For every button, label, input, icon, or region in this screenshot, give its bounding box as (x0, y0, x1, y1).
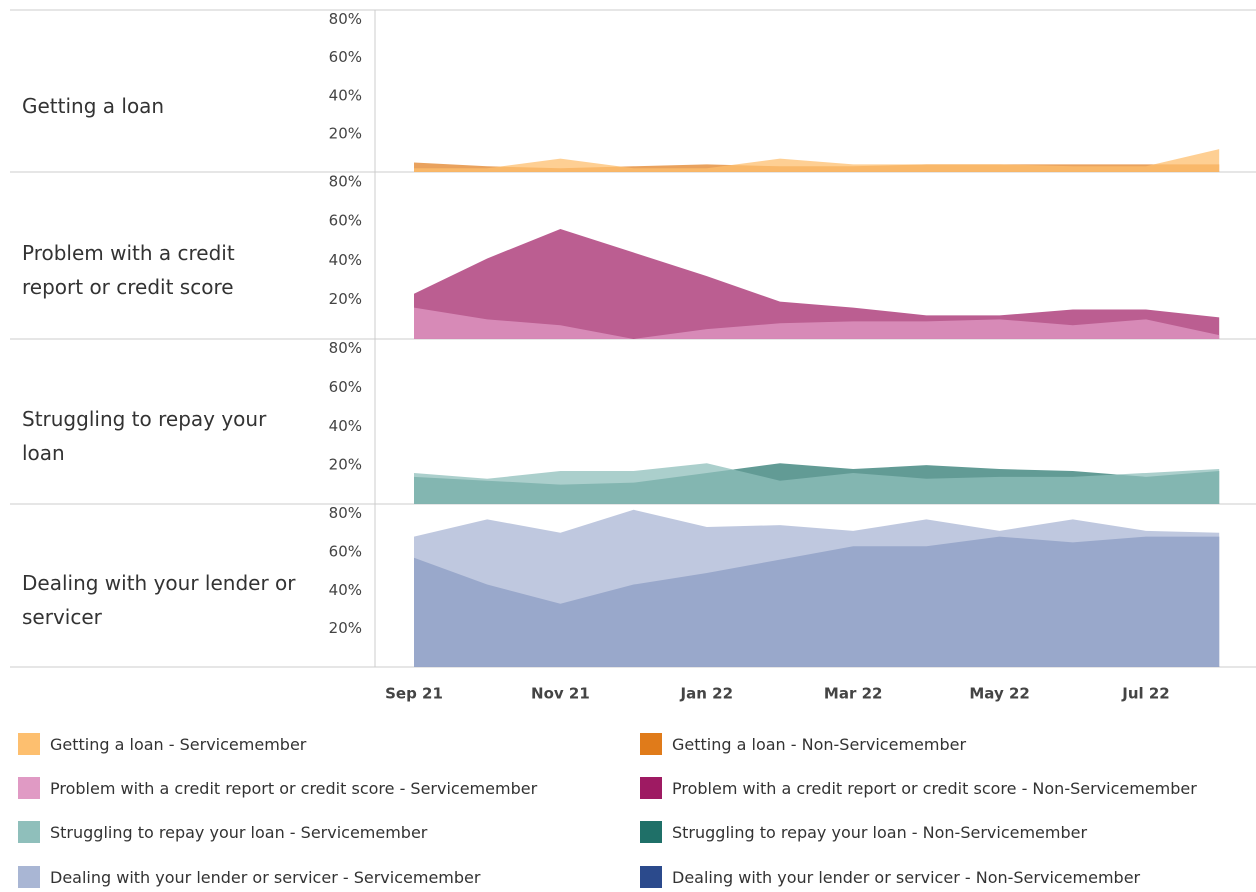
legend-swatch (640, 866, 662, 888)
legend-label: Getting a loan - Non-Servicemember (672, 734, 967, 754)
y-tick-label: 40% (329, 417, 362, 435)
y-tick-label: 60% (329, 378, 362, 396)
x-tick-label: Nov 21 (531, 685, 590, 703)
panel-title: Struggling to repay your loan (22, 407, 267, 465)
y-tick-label: 20% (329, 290, 362, 308)
legend-label: Dealing with your lender or servicer - S… (50, 867, 481, 887)
legend-item: Problem with a credit report or credit s… (18, 777, 537, 799)
legend-swatch (18, 866, 40, 888)
y-tick-label: 60% (329, 542, 362, 560)
y-tick-label: 80% (329, 10, 362, 28)
x-tick-label: Sep 21 (385, 685, 443, 703)
legend-swatch (640, 777, 662, 799)
y-tick-label: 80% (329, 504, 362, 522)
area (414, 149, 1220, 172)
legend-label: Struggling to repay your loan - Servicem… (50, 822, 428, 842)
area (414, 509, 1220, 667)
panel-title: Problem with a credit report or credit s… (22, 241, 235, 299)
y-tick-label: 20% (329, 456, 362, 474)
legend-label: Problem with a credit report or credit s… (672, 778, 1197, 798)
legend-label: Problem with a credit report or credit s… (50, 778, 538, 798)
y-tick-label: 20% (329, 124, 362, 142)
legend-swatch (640, 821, 662, 843)
y-tick-label: 40% (329, 251, 362, 269)
panel-title: Getting a loan (22, 94, 165, 118)
x-tick-label: Jul 22 (1121, 685, 1170, 703)
legend-label: Getting a loan - Servicemember (50, 734, 307, 754)
legend-item: Getting a loan - Servicemember (18, 733, 306, 755)
y-tick-label: 40% (329, 86, 362, 104)
x-tick-label: Jan 22 (680, 685, 733, 703)
area (414, 228, 1220, 339)
y-tick-label: 60% (329, 212, 362, 230)
legend-item: Struggling to repay your loan - Non-Serv… (640, 821, 1087, 843)
y-tick-label: 80% (329, 339, 362, 357)
area (414, 307, 1220, 339)
area (414, 463, 1220, 504)
legend-swatch (18, 777, 40, 799)
panel-title: Dealing with your lender or servicer (22, 571, 296, 629)
y-tick-label: 40% (329, 581, 362, 599)
legend-item: Problem with a credit report or credit s… (640, 777, 1197, 799)
legend-item: Struggling to repay your loan - Servicem… (18, 821, 427, 843)
x-tick-label: May 22 (969, 685, 1029, 703)
y-tick-label: 80% (329, 172, 362, 190)
y-tick-label: 20% (329, 619, 362, 637)
legend-item: Dealing with your lender or servicer - S… (18, 866, 480, 888)
y-tick-label: 60% (329, 48, 362, 66)
legend-swatch (18, 733, 40, 755)
legend-label: Dealing with your lender or servicer - N… (672, 867, 1141, 887)
legend-label: Struggling to repay your loan - Non-Serv… (672, 822, 1088, 842)
legend-item: Dealing with your lender or servicer - N… (640, 866, 1140, 888)
x-tick-label: Mar 22 (824, 685, 883, 703)
legend-swatch (18, 821, 40, 843)
legend-swatch (640, 733, 662, 755)
legend-item: Getting a loan - Non-Servicemember (640, 733, 966, 755)
